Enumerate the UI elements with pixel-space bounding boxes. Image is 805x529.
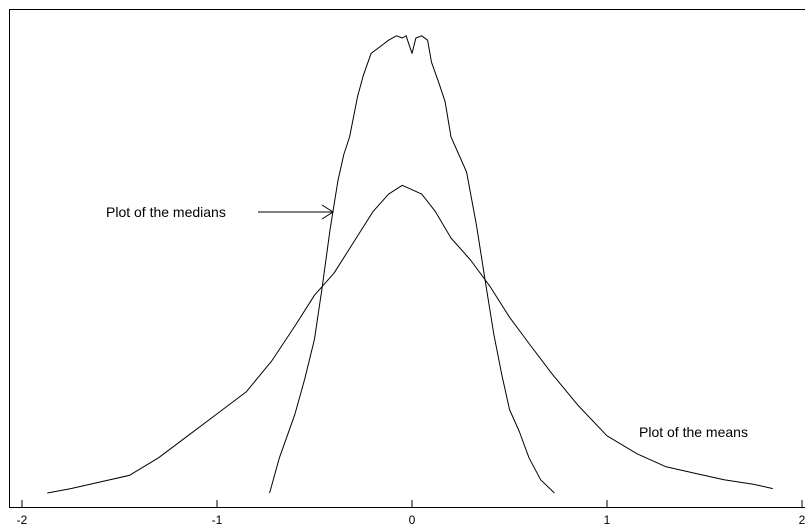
arrow-head — [321, 204, 334, 220]
x-tick-label-3: 1 — [604, 513, 611, 527]
plot-frame — [9, 9, 805, 508]
x-tick-label-0: -2 — [17, 513, 28, 527]
medians-curve — [269, 35, 555, 494]
x-tick-label-2: 0 — [409, 513, 416, 527]
medians-annotation-arrow — [258, 204, 334, 220]
curves-group — [47, 35, 773, 494]
x-axis-ticks: -2 -1 0 1 2 — [17, 500, 805, 527]
medians-annotation-label: Plot of the medians — [106, 204, 226, 220]
x-tick-label-1: -1 — [212, 513, 223, 527]
x-tick-label-4: 2 — [799, 513, 805, 527]
means-annotation-label: Plot of the means — [639, 424, 748, 440]
means-curve — [47, 184, 773, 494]
